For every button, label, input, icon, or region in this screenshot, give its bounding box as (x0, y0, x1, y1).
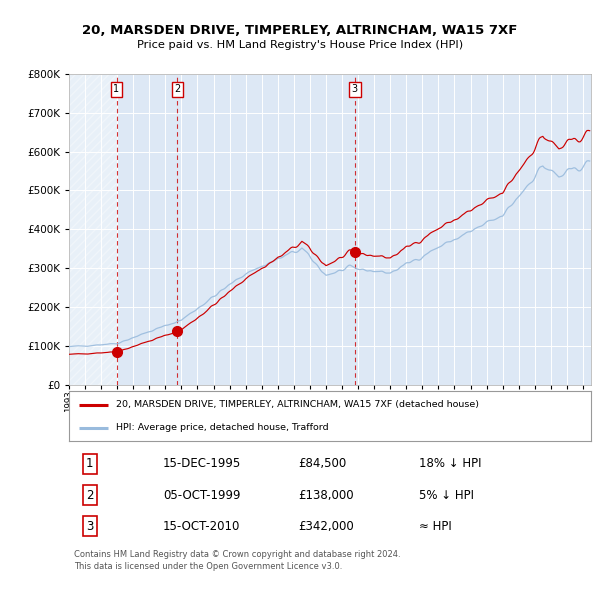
Text: 1: 1 (86, 457, 94, 470)
Text: 3: 3 (352, 84, 358, 94)
Text: HPI: Average price, detached house, Trafford: HPI: Average price, detached house, Traf… (116, 424, 329, 432)
Text: 20, MARSDEN DRIVE, TIMPERLEY, ALTRINCHAM, WA15 7XF: 20, MARSDEN DRIVE, TIMPERLEY, ALTRINCHAM… (82, 24, 518, 37)
Text: 15-DEC-1995: 15-DEC-1995 (163, 457, 241, 470)
Text: Price paid vs. HM Land Registry's House Price Index (HPI): Price paid vs. HM Land Registry's House … (137, 40, 463, 50)
Text: 15-OCT-2010: 15-OCT-2010 (163, 520, 241, 533)
Text: Contains HM Land Registry data © Crown copyright and database right 2024.
This d: Contains HM Land Registry data © Crown c… (74, 550, 401, 571)
Text: £138,000: £138,000 (299, 489, 355, 502)
Text: 5% ↓ HPI: 5% ↓ HPI (419, 489, 474, 502)
Text: 1: 1 (113, 84, 119, 94)
Text: £84,500: £84,500 (299, 457, 347, 470)
Bar (69, 74, 116, 385)
Text: £342,000: £342,000 (299, 520, 355, 533)
Text: 20, MARSDEN DRIVE, TIMPERLEY, ALTRINCHAM, WA15 7XF (detached house): 20, MARSDEN DRIVE, TIMPERLEY, ALTRINCHAM… (116, 400, 479, 409)
Text: 2: 2 (174, 84, 181, 94)
Text: 3: 3 (86, 520, 94, 533)
Text: 18% ↓ HPI: 18% ↓ HPI (419, 457, 481, 470)
Text: 2: 2 (86, 489, 94, 502)
Text: 05-OCT-1999: 05-OCT-1999 (163, 489, 241, 502)
Text: ≈ HPI: ≈ HPI (419, 520, 451, 533)
